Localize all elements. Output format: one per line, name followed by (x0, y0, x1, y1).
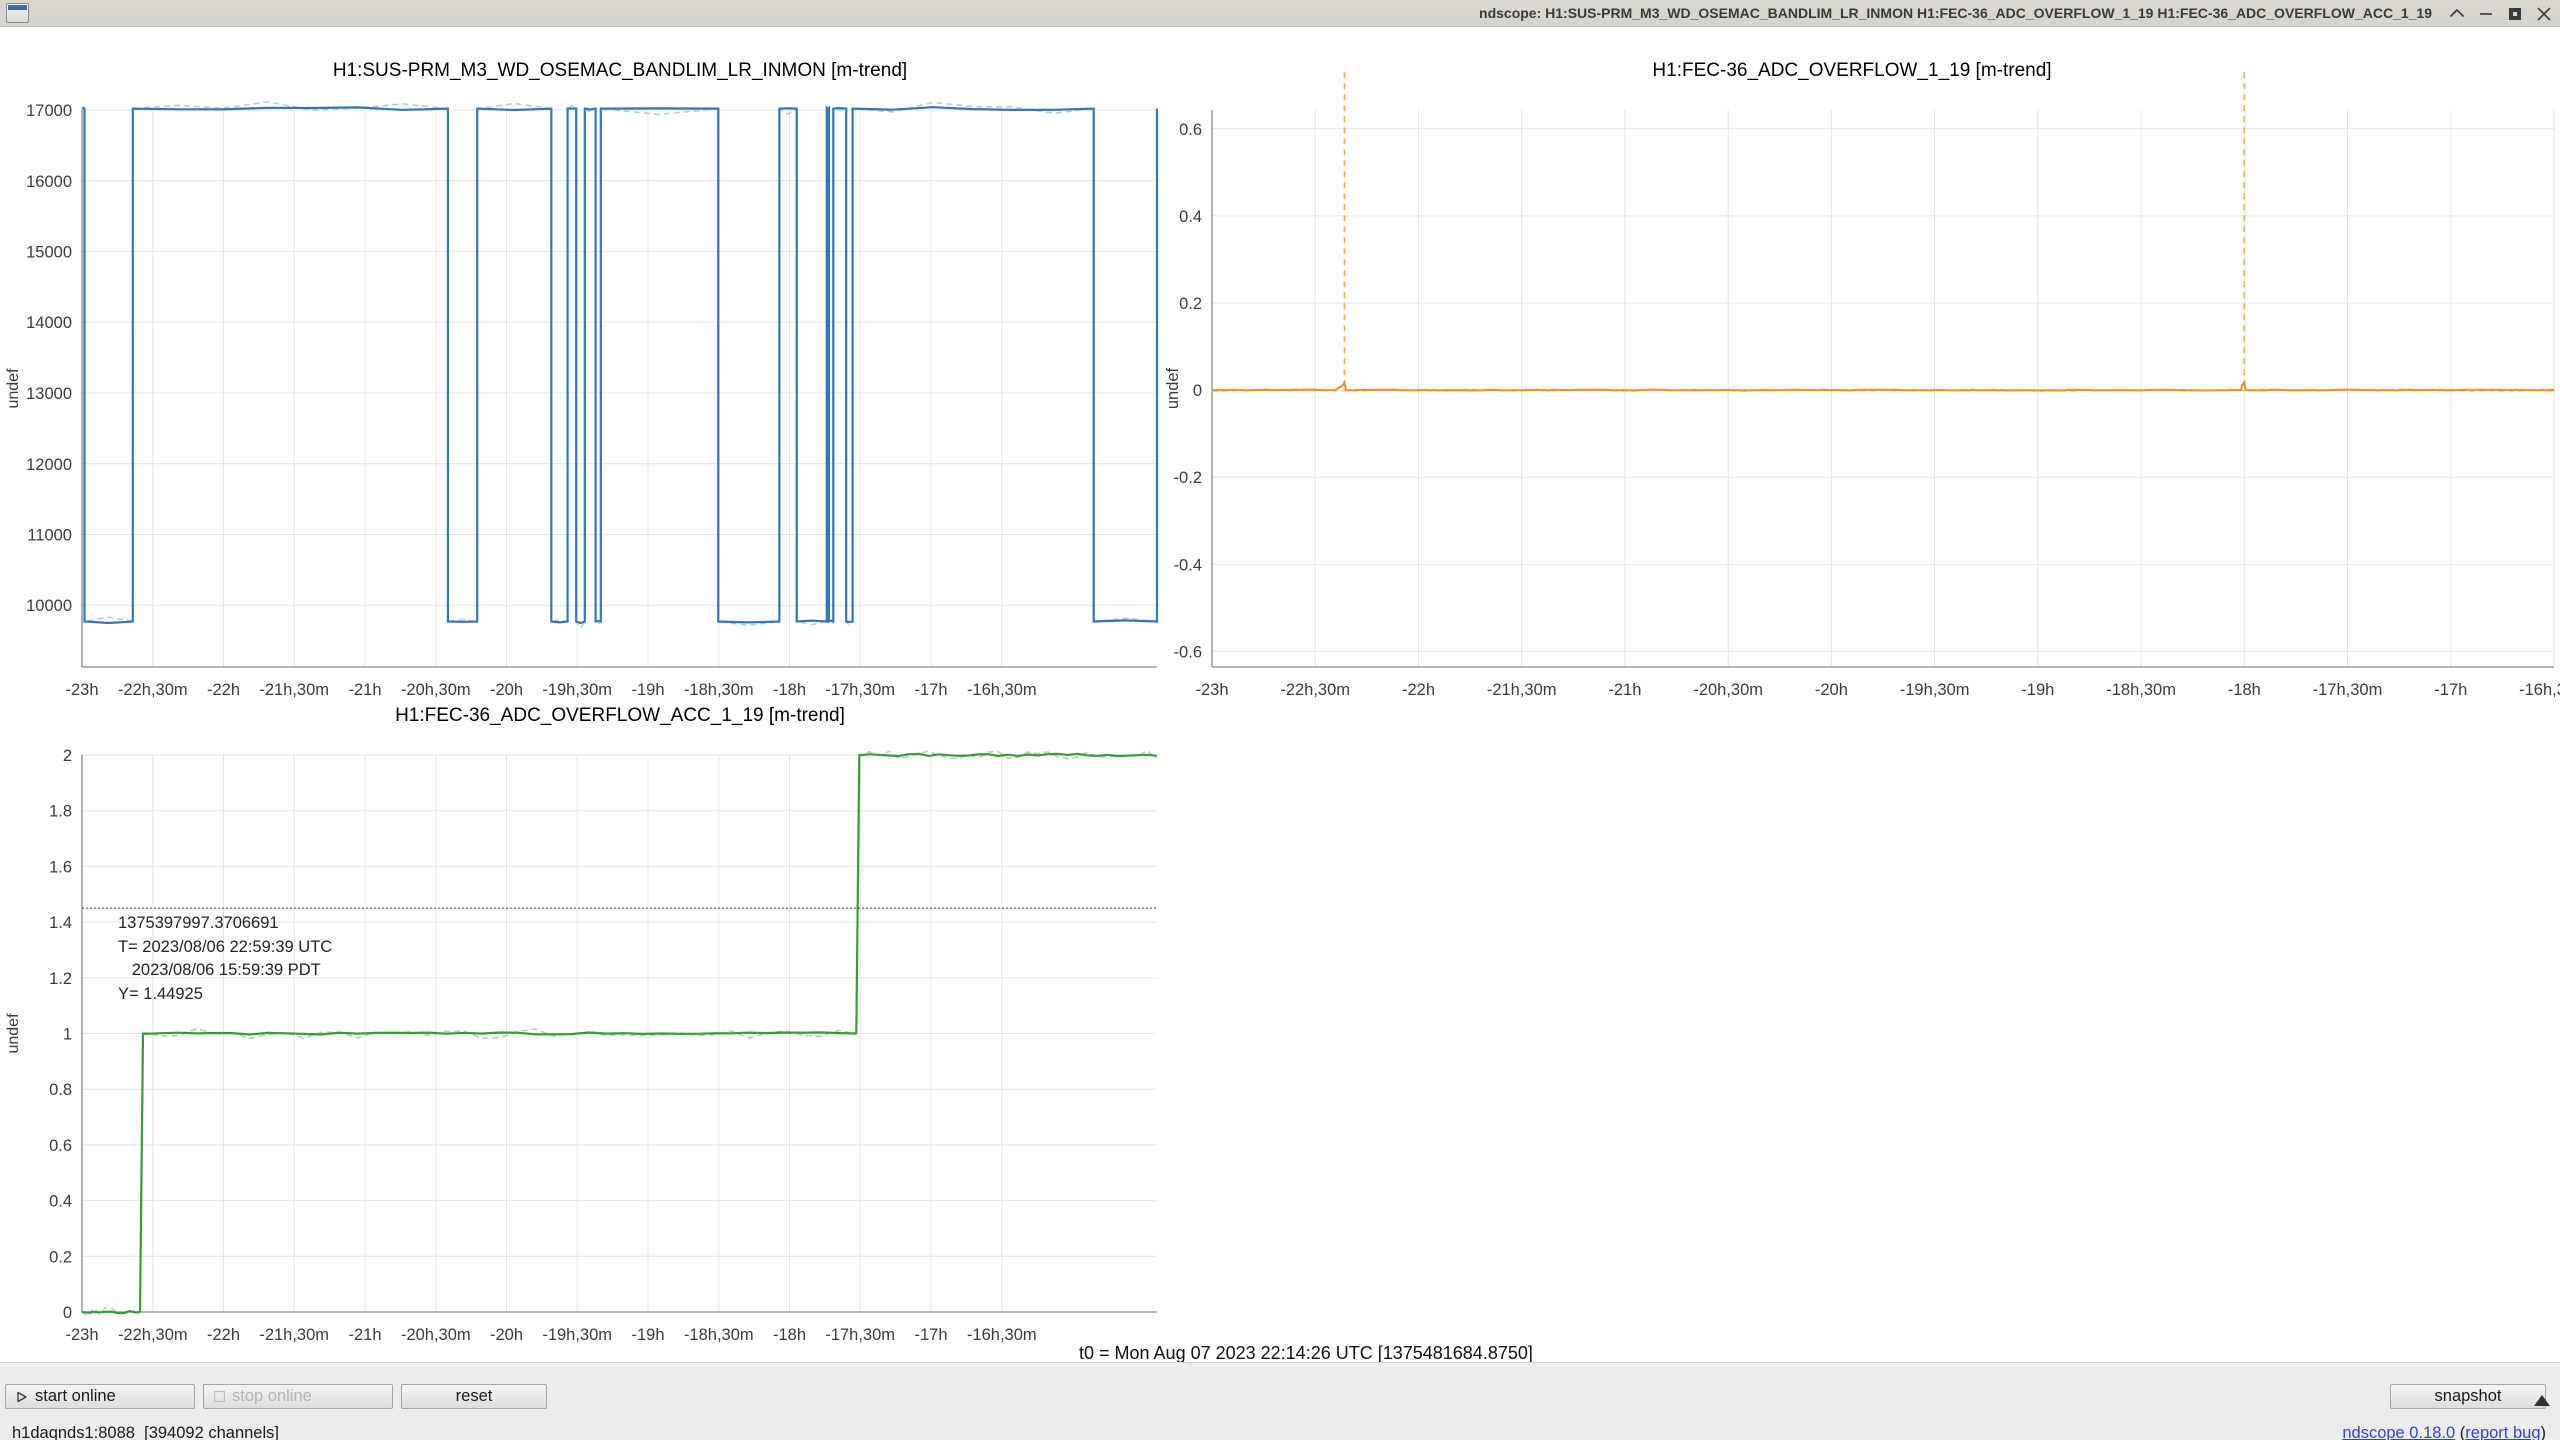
svg-text:-19h,30m: -19h,30m (1900, 681, 1970, 699)
svg-text:0: 0 (1193, 382, 1202, 400)
svg-text:-19h: -19h (631, 681, 664, 699)
svg-text:-23h: -23h (1195, 681, 1228, 699)
svg-text:-17h: -17h (914, 681, 947, 699)
svg-text:0.4: 0.4 (1179, 208, 1202, 226)
svg-text:-18h: -18h (773, 681, 806, 699)
svg-text:H1:FEC-36_ADC_OVERFLOW_ACC_1_1: H1:FEC-36_ADC_OVERFLOW_ACC_1_19 [m-trend… (395, 705, 845, 726)
svg-text:0.6: 0.6 (49, 1137, 72, 1155)
svg-text:1.4: 1.4 (49, 914, 72, 932)
svg-text:-21h,30m: -21h,30m (1487, 681, 1557, 699)
svg-text:-17h,30m: -17h,30m (825, 1326, 895, 1344)
svg-text:-21h,30m: -21h,30m (259, 681, 329, 699)
svg-text:2: 2 (63, 747, 72, 765)
svg-text:11000: 11000 (27, 527, 72, 545)
svg-text:-17h: -17h (914, 1326, 947, 1344)
svg-text:-17h: -17h (2434, 681, 2467, 699)
svg-text:-18h,30m: -18h,30m (684, 1326, 754, 1344)
svg-text:-0.2: -0.2 (1174, 469, 1202, 487)
svg-text:-18h,30m: -18h,30m (684, 681, 754, 699)
svg-text:1: 1 (63, 1026, 72, 1044)
svg-text:-19h: -19h (2021, 681, 2054, 699)
svg-text:1.2: 1.2 (49, 970, 72, 988)
svg-text:-20h,30m: -20h,30m (401, 681, 471, 699)
svg-text:-20h: -20h (1815, 681, 1848, 699)
svg-text:-21h,30m: -21h,30m (259, 1326, 329, 1344)
svg-text:-19h: -19h (631, 1326, 664, 1344)
svg-text:-22h,30m: -22h,30m (118, 1326, 188, 1344)
svg-text:-19h,30m: -19h,30m (542, 1326, 612, 1344)
svg-text:13000: 13000 (26, 385, 72, 403)
svg-text:0.2: 0.2 (1179, 295, 1202, 313)
svg-text:0.2: 0.2 (49, 1248, 72, 1266)
svg-text:-21h: -21h (1608, 681, 1641, 699)
svg-text:-19h,30m: -19h,30m (542, 681, 612, 699)
svg-text:-23h: -23h (65, 1326, 98, 1344)
svg-text:1.6: 1.6 (49, 858, 72, 876)
svg-text:-18h: -18h (2228, 681, 2261, 699)
svg-text:undef: undef (1164, 367, 1182, 409)
svg-text:-16h,30m: -16h,30m (2519, 681, 2560, 699)
svg-text:-22h,30m: -22h,30m (118, 681, 188, 699)
svg-text:-21h: -21h (348, 681, 381, 699)
svg-text:0.8: 0.8 (49, 1081, 72, 1099)
svg-text:H1:FEC-36_ADC_OVERFLOW_1_19 [m: H1:FEC-36_ADC_OVERFLOW_1_19 [m-trend] (1652, 60, 2051, 81)
svg-text:-22h,30m: -22h,30m (1280, 681, 1350, 699)
svg-text:undef: undef (5, 1013, 22, 1054)
svg-text:-16h,30m: -16h,30m (967, 1326, 1037, 1344)
svg-text:-20h: -20h (490, 1326, 523, 1344)
svg-text:-17h,30m: -17h,30m (2313, 681, 2383, 699)
svg-text:undef: undef (5, 368, 22, 409)
svg-text:-22h: -22h (1402, 681, 1435, 699)
svg-text:-20h: -20h (490, 681, 523, 699)
svg-text:-23h: -23h (65, 681, 98, 699)
svg-text:-20h,30m: -20h,30m (1693, 681, 1763, 699)
svg-text:15000: 15000 (26, 244, 72, 262)
svg-text:-16h,30m: -16h,30m (967, 681, 1037, 699)
svg-text:0.4: 0.4 (49, 1193, 72, 1211)
svg-text:14000: 14000 (26, 314, 72, 332)
svg-text:-21h: -21h (348, 1326, 381, 1344)
svg-text:-0.4: -0.4 (1174, 556, 1202, 574)
svg-text:16000: 16000 (26, 173, 72, 191)
svg-text:-18h,30m: -18h,30m (2106, 681, 2176, 699)
svg-text:H1:SUS-PRM_M3_WD_OSEMAC_BANDLI: H1:SUS-PRM_M3_WD_OSEMAC_BANDLIM_LR_INMON… (333, 60, 907, 81)
svg-text:-17h,30m: -17h,30m (825, 681, 895, 699)
svg-text:17000: 17000 (26, 102, 72, 120)
svg-text:12000: 12000 (26, 456, 72, 474)
svg-text:-20h,30m: -20h,30m (401, 1326, 471, 1344)
svg-text:0.6: 0.6 (1179, 121, 1202, 139)
svg-text:10000: 10000 (26, 597, 72, 615)
svg-text:0: 0 (63, 1304, 72, 1322)
svg-text:1.8: 1.8 (49, 803, 72, 821)
svg-text:-0.6: -0.6 (1174, 643, 1202, 661)
svg-text:-18h: -18h (773, 1326, 806, 1344)
svg-text:-22h: -22h (207, 681, 240, 699)
svg-text:-22h: -22h (207, 1326, 240, 1344)
